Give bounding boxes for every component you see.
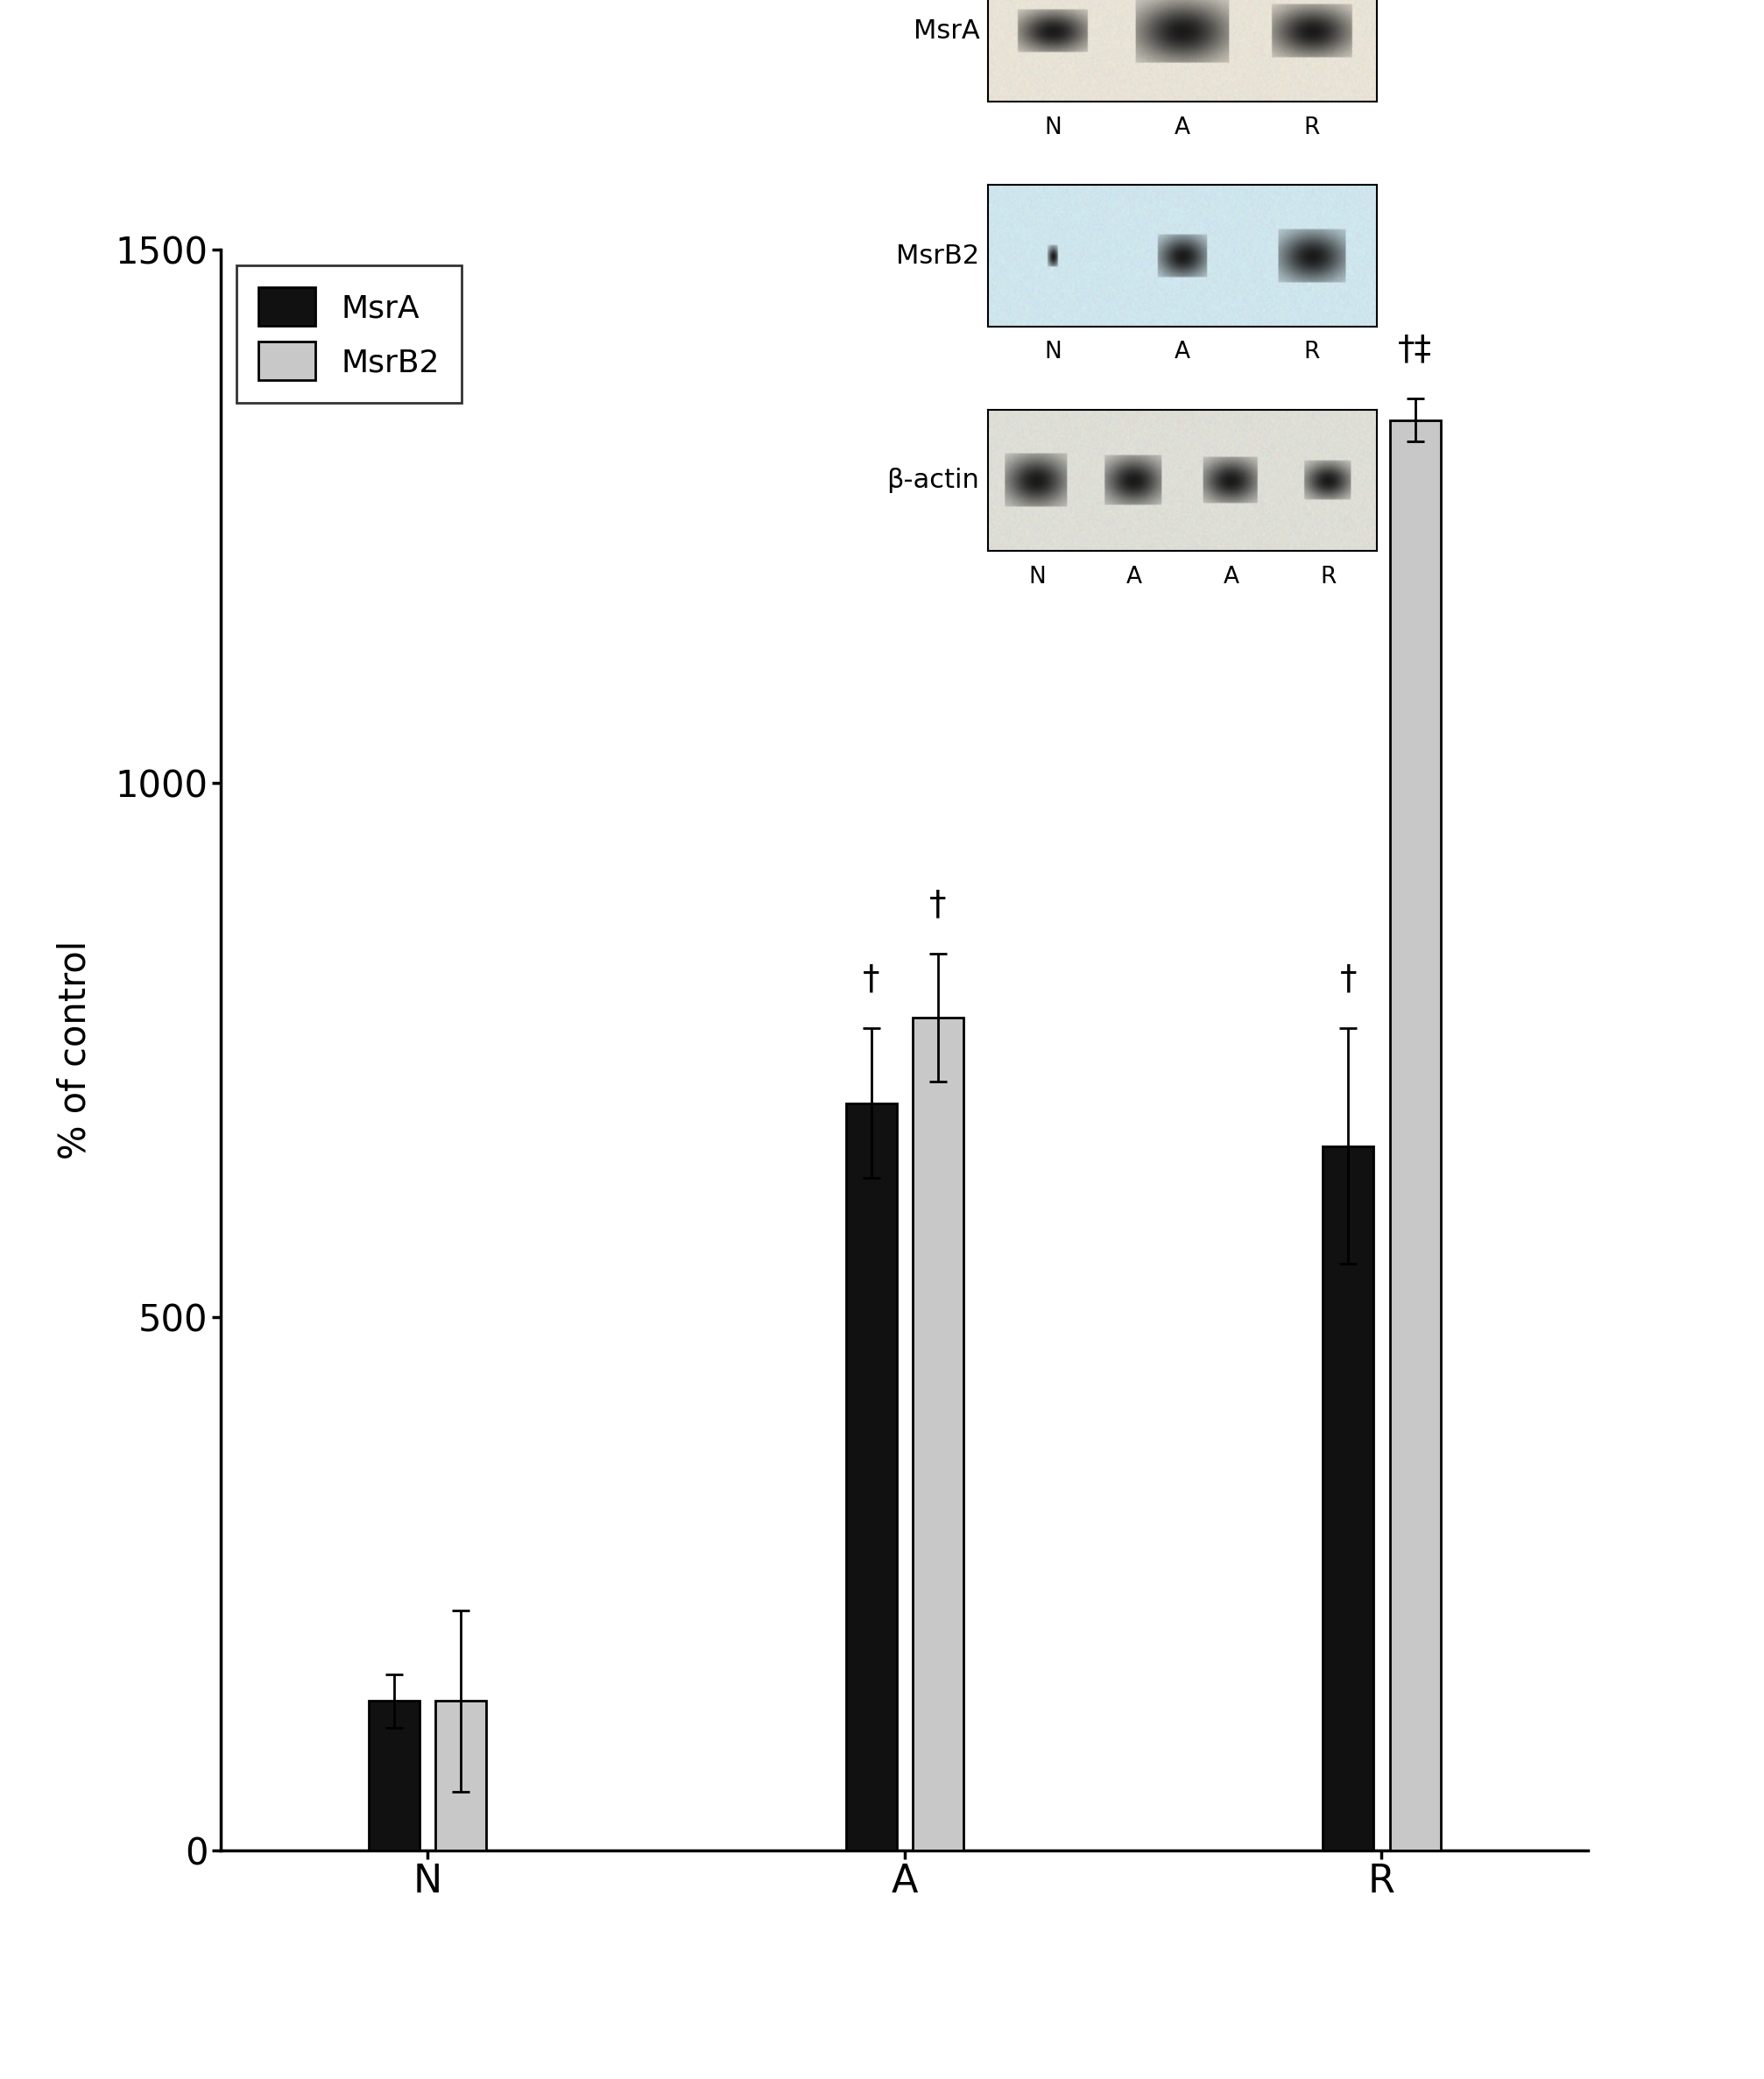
Bar — [1323, 1146, 1372, 1850]
Legend: MsrA, MsrB2: MsrA, MsrB2 — [236, 266, 460, 403]
Text: A: A — [1175, 116, 1189, 139]
Text: β-actin: β-actin — [886, 468, 979, 493]
Text: R: R — [1304, 116, 1319, 139]
Bar — [912, 1019, 963, 1850]
Text: R: R — [1319, 565, 1335, 588]
Bar — [369, 1701, 420, 1850]
Text: N: N — [1028, 565, 1044, 588]
Text: A: A — [1222, 565, 1238, 588]
Bar — [845, 1104, 896, 1850]
Text: MsrB2: MsrB2 — [896, 243, 979, 268]
Text: †‡: †‡ — [1397, 333, 1431, 366]
Text: N: N — [1044, 341, 1062, 364]
Text: R: R — [1304, 341, 1319, 364]
Text: N: N — [1044, 116, 1062, 139]
Text: †: † — [863, 963, 878, 996]
Text: A: A — [1125, 565, 1141, 588]
Text: †: † — [1339, 963, 1357, 996]
Text: †: † — [930, 888, 946, 921]
Bar — [1388, 420, 1439, 1850]
Text: MsrA: MsrA — [912, 19, 979, 44]
Y-axis label: % of control: % of control — [56, 940, 93, 1160]
Text: A: A — [1175, 341, 1189, 364]
Bar — [436, 1701, 485, 1850]
